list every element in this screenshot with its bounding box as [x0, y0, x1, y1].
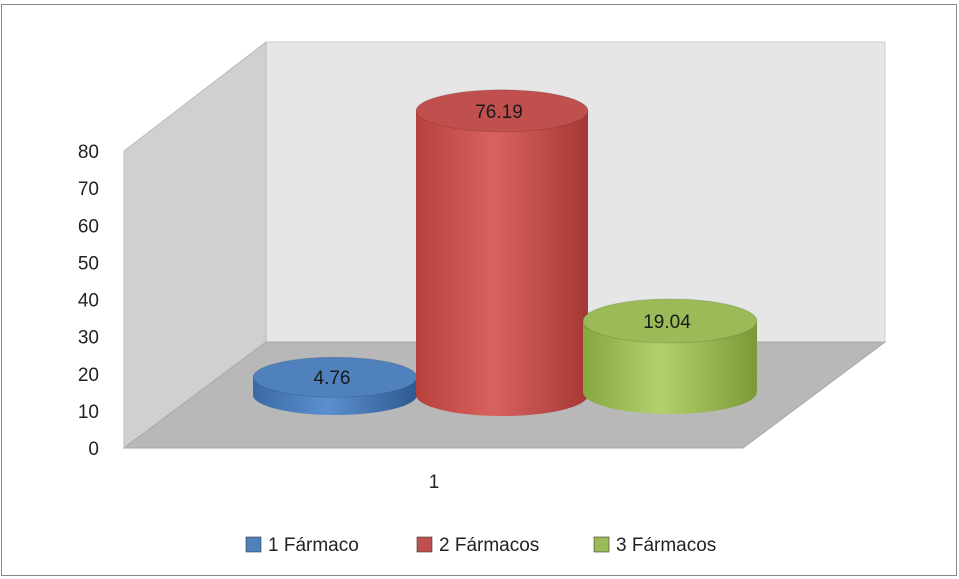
legend-label: 3 Fármacos: [616, 535, 716, 556]
y-tick-label: 10: [78, 402, 99, 423]
legend: 1 Fármaco 2 Fármacos 3 Fármacos: [245, 535, 716, 556]
y-tick-label: 80: [78, 142, 99, 163]
legend-item: 2 Fármacos: [416, 535, 539, 556]
data-label: 19.04: [643, 312, 691, 333]
data-label: 4.76: [314, 368, 351, 389]
legend-item: 3 Fármacos: [593, 535, 716, 556]
y-tick-label: 70: [78, 179, 99, 200]
y-tick-label: 50: [78, 253, 99, 274]
y-axis-ticks: 0 10 20 30 40 50 60 70 80: [78, 142, 99, 460]
legend-label: 1 Fármaco: [268, 535, 359, 556]
legend-label: 2 Fármacos: [439, 535, 539, 556]
data-label: 76.19: [475, 102, 523, 123]
cylinder-body: [583, 320, 757, 414]
legend-item: 1 Fármaco: [245, 535, 359, 556]
cylinder-bar: [252, 356, 418, 415]
cylinder-bar: [415, 89, 589, 416]
legend-swatch: [593, 536, 610, 553]
y-tick-label: 40: [78, 291, 99, 312]
cylinder-top: [415, 89, 589, 133]
cylinder-bar: [582, 298, 758, 414]
cylinders: [252, 89, 758, 416]
y-tick-label: 20: [78, 365, 99, 386]
y-tick-label: 60: [78, 216, 99, 237]
legend-swatch: [416, 536, 433, 553]
cylinder-top: [582, 298, 758, 344]
y-tick-label: 0: [88, 439, 99, 460]
legend-swatch: [245, 536, 262, 553]
data-labels: 4.76 76.19 19.04: [314, 102, 692, 389]
y-tick-label: 30: [78, 328, 99, 349]
cylinder-body: [416, 110, 588, 416]
x-tick-label: 1: [429, 472, 440, 493]
